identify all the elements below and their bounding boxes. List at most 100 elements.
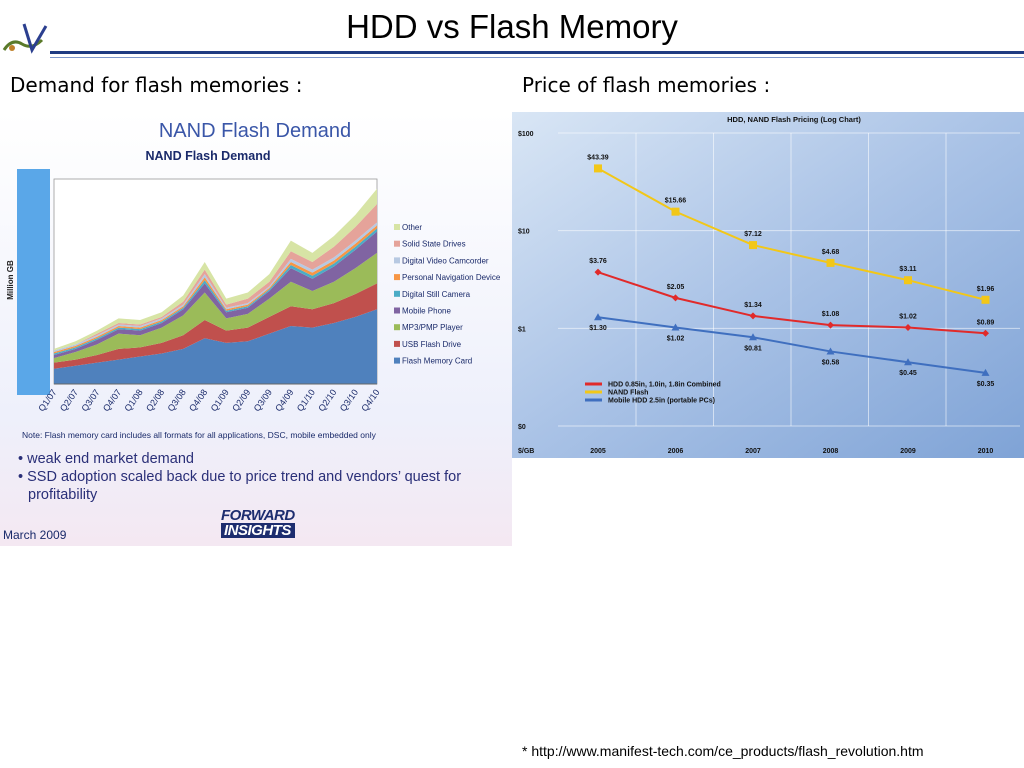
legend-swatch	[394, 357, 400, 364]
data-point	[904, 358, 912, 366]
x-tick-label: Q3/10	[338, 387, 360, 413]
data-label: $7.12	[744, 231, 762, 238]
area-series-2	[54, 252, 377, 363]
data-label: $3.76	[589, 258, 607, 265]
data-point	[904, 276, 912, 285]
slide-title: HDD vs Flash Memory	[346, 8, 678, 45]
series-line-0	[597, 271, 986, 335]
x-tick-label: Q2/08	[144, 387, 166, 413]
data-point	[672, 294, 679, 302]
x-tick-label: Q1/10	[295, 387, 317, 413]
legend-label: USB Flash Drive	[402, 340, 462, 349]
legend-label: Solid State Drives	[402, 240, 466, 249]
brand-line1: FORWARD	[221, 507, 295, 524]
flash-pricing-chart: HDD, NAND Flash Pricing (Log Chart) $100 $…	[512, 112, 1024, 458]
legend-label: Digital Video Camcorder	[402, 256, 489, 265]
x-tick-label: 2005	[590, 448, 606, 455]
legend-label: Flash Memory Card	[402, 357, 472, 366]
y-axis-band	[17, 169, 50, 395]
data-label: $1.08	[822, 311, 840, 318]
data-label: $0.58	[822, 359, 840, 366]
data-point	[826, 347, 835, 355]
data-point	[671, 323, 680, 331]
x-tick-label: Q4/07	[101, 387, 123, 413]
x-tick-label: Q3/08	[166, 387, 188, 413]
source-footnote: * http://www.manifest-tech.com/ce_produc…	[522, 743, 924, 759]
x-axis-label: $/GB	[518, 448, 534, 455]
chart-title: NAND Flash Demand	[159, 120, 351, 142]
data-point	[749, 312, 757, 320]
demand-bullets: • weak end market demand • SSD adoption …	[18, 450, 508, 504]
data-point	[904, 323, 912, 331]
data-label: $1.02	[667, 335, 685, 342]
x-tick-label: Q2/07	[58, 387, 80, 413]
data-point	[749, 241, 757, 250]
x-tick-label: Q2/09	[230, 387, 252, 413]
legend-label: NAND Flash	[608, 390, 648, 397]
data-point	[826, 258, 835, 267]
legend-label: MP3/PMP Player	[402, 323, 463, 332]
legend-swatch	[394, 307, 400, 314]
data-label: $3.11	[899, 266, 916, 273]
chart-subtitle: NAND Flash Demand	[145, 149, 270, 163]
series-line-1	[597, 167, 986, 301]
series-line-2	[597, 316, 986, 374]
data-point	[982, 329, 989, 337]
x-tick-label: Q4/10	[359, 387, 381, 413]
data-label: $15.66	[665, 198, 687, 205]
x-tick-label: 2007	[745, 448, 761, 455]
data-label: $0.81	[744, 345, 762, 352]
title-rule	[50, 51, 1024, 54]
forward-insights-logo: FORWARD INSIGHTS	[221, 508, 301, 538]
bullet-item: • weak end market demand	[18, 451, 194, 467]
area-series-0	[54, 309, 377, 384]
demand-heading: Demand for flash memories :	[10, 73, 303, 97]
chart-title: HDD, NAND Flash Pricing (Log Chart)	[727, 115, 861, 124]
legend-swatch	[394, 340, 400, 347]
legend-label: HDD 0.85in, 1.0in, 1.8in Combined	[608, 382, 721, 389]
x-tick-label: Q3/07	[79, 387, 101, 413]
report-date: March 2009	[3, 528, 67, 542]
legend-label: Digital Still Camera	[402, 290, 471, 299]
x-tick-label: 2010	[978, 448, 994, 455]
y-axis-label: Million GB	[6, 260, 15, 300]
x-tick-label: 2006	[668, 448, 684, 455]
nand-demand-chart: NAND Flash Demand NAND Flash Demand Millio…	[6, 120, 501, 440]
data-point	[981, 368, 990, 376]
brand-line2: INSIGHTS	[221, 523, 295, 538]
x-tick-label: Q4/08	[187, 387, 209, 413]
data-label: $1.30	[589, 325, 607, 332]
area-series-1	[54, 283, 377, 369]
data-point	[671, 207, 680, 216]
x-tick-label: 2008	[823, 448, 839, 455]
nand-demand-panel: NAND Flash Demand NAND Flash Demand Millio…	[0, 112, 512, 546]
data-label: $4.68	[822, 249, 840, 256]
y-tick-label: $0	[518, 424, 526, 431]
data-point	[981, 295, 990, 304]
x-tick-label: Q1/09	[209, 387, 231, 413]
data-label: $1.02	[899, 313, 917, 320]
legend-label: Other	[402, 223, 422, 232]
data-label: $0.45	[899, 370, 917, 377]
price-heading: Price of flash memories :	[522, 73, 771, 97]
data-point	[594, 268, 602, 276]
y-tick-label: $100	[518, 131, 534, 138]
data-label: $1.96	[977, 286, 995, 293]
legend-swatch	[394, 274, 400, 281]
area-series-3	[54, 231, 377, 359]
data-label: $0.35	[977, 381, 995, 388]
legend-swatch	[394, 240, 400, 247]
legend-label: Personal Navigation Device	[402, 273, 501, 282]
x-tick-label: Q2/10	[316, 387, 338, 413]
data-label: $2.05	[667, 284, 685, 291]
data-label: $43.39	[587, 154, 609, 161]
chart-note: Note: Flash memory card includes all for…	[22, 430, 377, 440]
data-point	[594, 313, 602, 321]
legend-swatch	[394, 224, 400, 230]
x-tick-label: 2009	[900, 448, 916, 455]
data-point	[594, 164, 602, 173]
x-tick-label: Q4/09	[273, 387, 295, 413]
data-label: $0.89	[977, 319, 995, 326]
title-rule-thin	[50, 57, 1024, 58]
legend-label: Mobile Phone	[402, 307, 451, 316]
